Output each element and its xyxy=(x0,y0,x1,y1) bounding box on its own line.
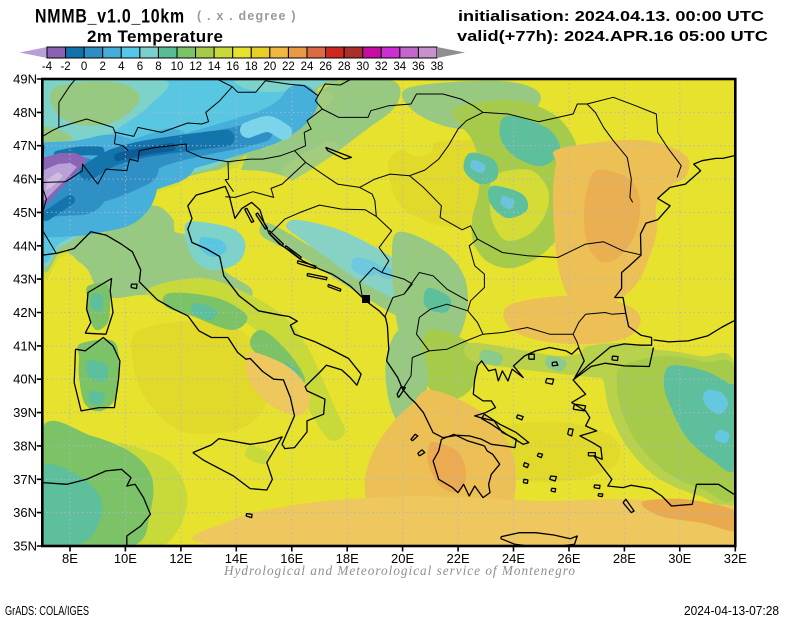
svg-text:45N: 45N xyxy=(13,205,37,220)
svg-text:GrADS: COLA/IGES: GrADS: COLA/IGES xyxy=(5,604,89,618)
svg-text:32: 32 xyxy=(375,61,388,73)
svg-text:32E: 32E xyxy=(724,551,747,566)
svg-text:43N: 43N xyxy=(13,272,37,287)
svg-text:-2: -2 xyxy=(60,61,70,73)
svg-text:valid(+77h): 2024.APR.16 05:00: valid(+77h): 2024.APR.16 05:00 UTC xyxy=(457,28,768,45)
svg-text:10E: 10E xyxy=(114,551,137,566)
svg-text:28: 28 xyxy=(338,61,351,73)
svg-text:28E: 28E xyxy=(613,551,636,566)
svg-text:8: 8 xyxy=(155,61,161,73)
svg-text:20E: 20E xyxy=(391,551,414,566)
svg-text:22: 22 xyxy=(282,61,295,73)
svg-text:46N: 46N xyxy=(13,172,37,187)
svg-text:0: 0 xyxy=(81,61,87,73)
svg-text:initialisation: 2024.04.13. 00: initialisation: 2024.04.13. 00:00 UTC xyxy=(458,8,764,25)
svg-text:36: 36 xyxy=(412,61,425,73)
svg-text:4: 4 xyxy=(118,61,125,73)
svg-text:22E: 22E xyxy=(447,551,470,566)
svg-text:18: 18 xyxy=(245,61,258,73)
svg-text:Hydrological and Meteorologica: Hydrological and Meteorological service … xyxy=(223,563,576,578)
svg-text:39N: 39N xyxy=(13,405,37,420)
svg-text:20: 20 xyxy=(264,61,277,73)
svg-text:2: 2 xyxy=(99,61,105,73)
svg-text:14E: 14E xyxy=(225,551,248,566)
svg-text:16: 16 xyxy=(226,61,239,73)
svg-text:6: 6 xyxy=(137,61,143,73)
svg-text:42N: 42N xyxy=(13,305,37,320)
svg-text:38N: 38N xyxy=(13,438,37,453)
svg-text:34: 34 xyxy=(393,61,406,73)
svg-text:37N: 37N xyxy=(13,472,37,487)
svg-text:2m Temperature: 2m Temperature xyxy=(87,27,224,46)
svg-text:( . x . degree ): ( . x . degree ) xyxy=(197,9,297,23)
svg-text:38: 38 xyxy=(431,61,444,73)
svg-text:18E: 18E xyxy=(336,551,359,566)
svg-text:35N: 35N xyxy=(13,539,37,554)
svg-text:36N: 36N xyxy=(13,505,37,520)
svg-text:8E: 8E xyxy=(62,551,78,566)
svg-text:30E: 30E xyxy=(668,551,691,566)
svg-text:30: 30 xyxy=(356,61,369,73)
svg-text:2024-04-13-07:28: 2024-04-13-07:28 xyxy=(684,604,779,618)
svg-text:12E: 12E xyxy=(169,551,192,566)
svg-text:41N: 41N xyxy=(13,338,37,353)
svg-text:12: 12 xyxy=(189,61,202,73)
svg-text:16E: 16E xyxy=(280,551,303,566)
svg-text:26: 26 xyxy=(319,61,332,73)
svg-text:14: 14 xyxy=(208,61,221,73)
svg-text:40N: 40N xyxy=(13,372,37,387)
svg-text:47N: 47N xyxy=(13,138,37,153)
svg-text:NMMB_v1.0_10km: NMMB_v1.0_10km xyxy=(35,6,185,28)
svg-text:10: 10 xyxy=(171,61,184,73)
svg-text:44N: 44N xyxy=(13,238,37,253)
svg-text:48N: 48N xyxy=(13,105,37,120)
svg-text:24: 24 xyxy=(301,61,314,73)
svg-text:49N: 49N xyxy=(13,72,37,87)
svg-text:24E: 24E xyxy=(502,551,525,566)
svg-text:26E: 26E xyxy=(557,551,580,566)
svg-text:-4: -4 xyxy=(42,61,53,73)
